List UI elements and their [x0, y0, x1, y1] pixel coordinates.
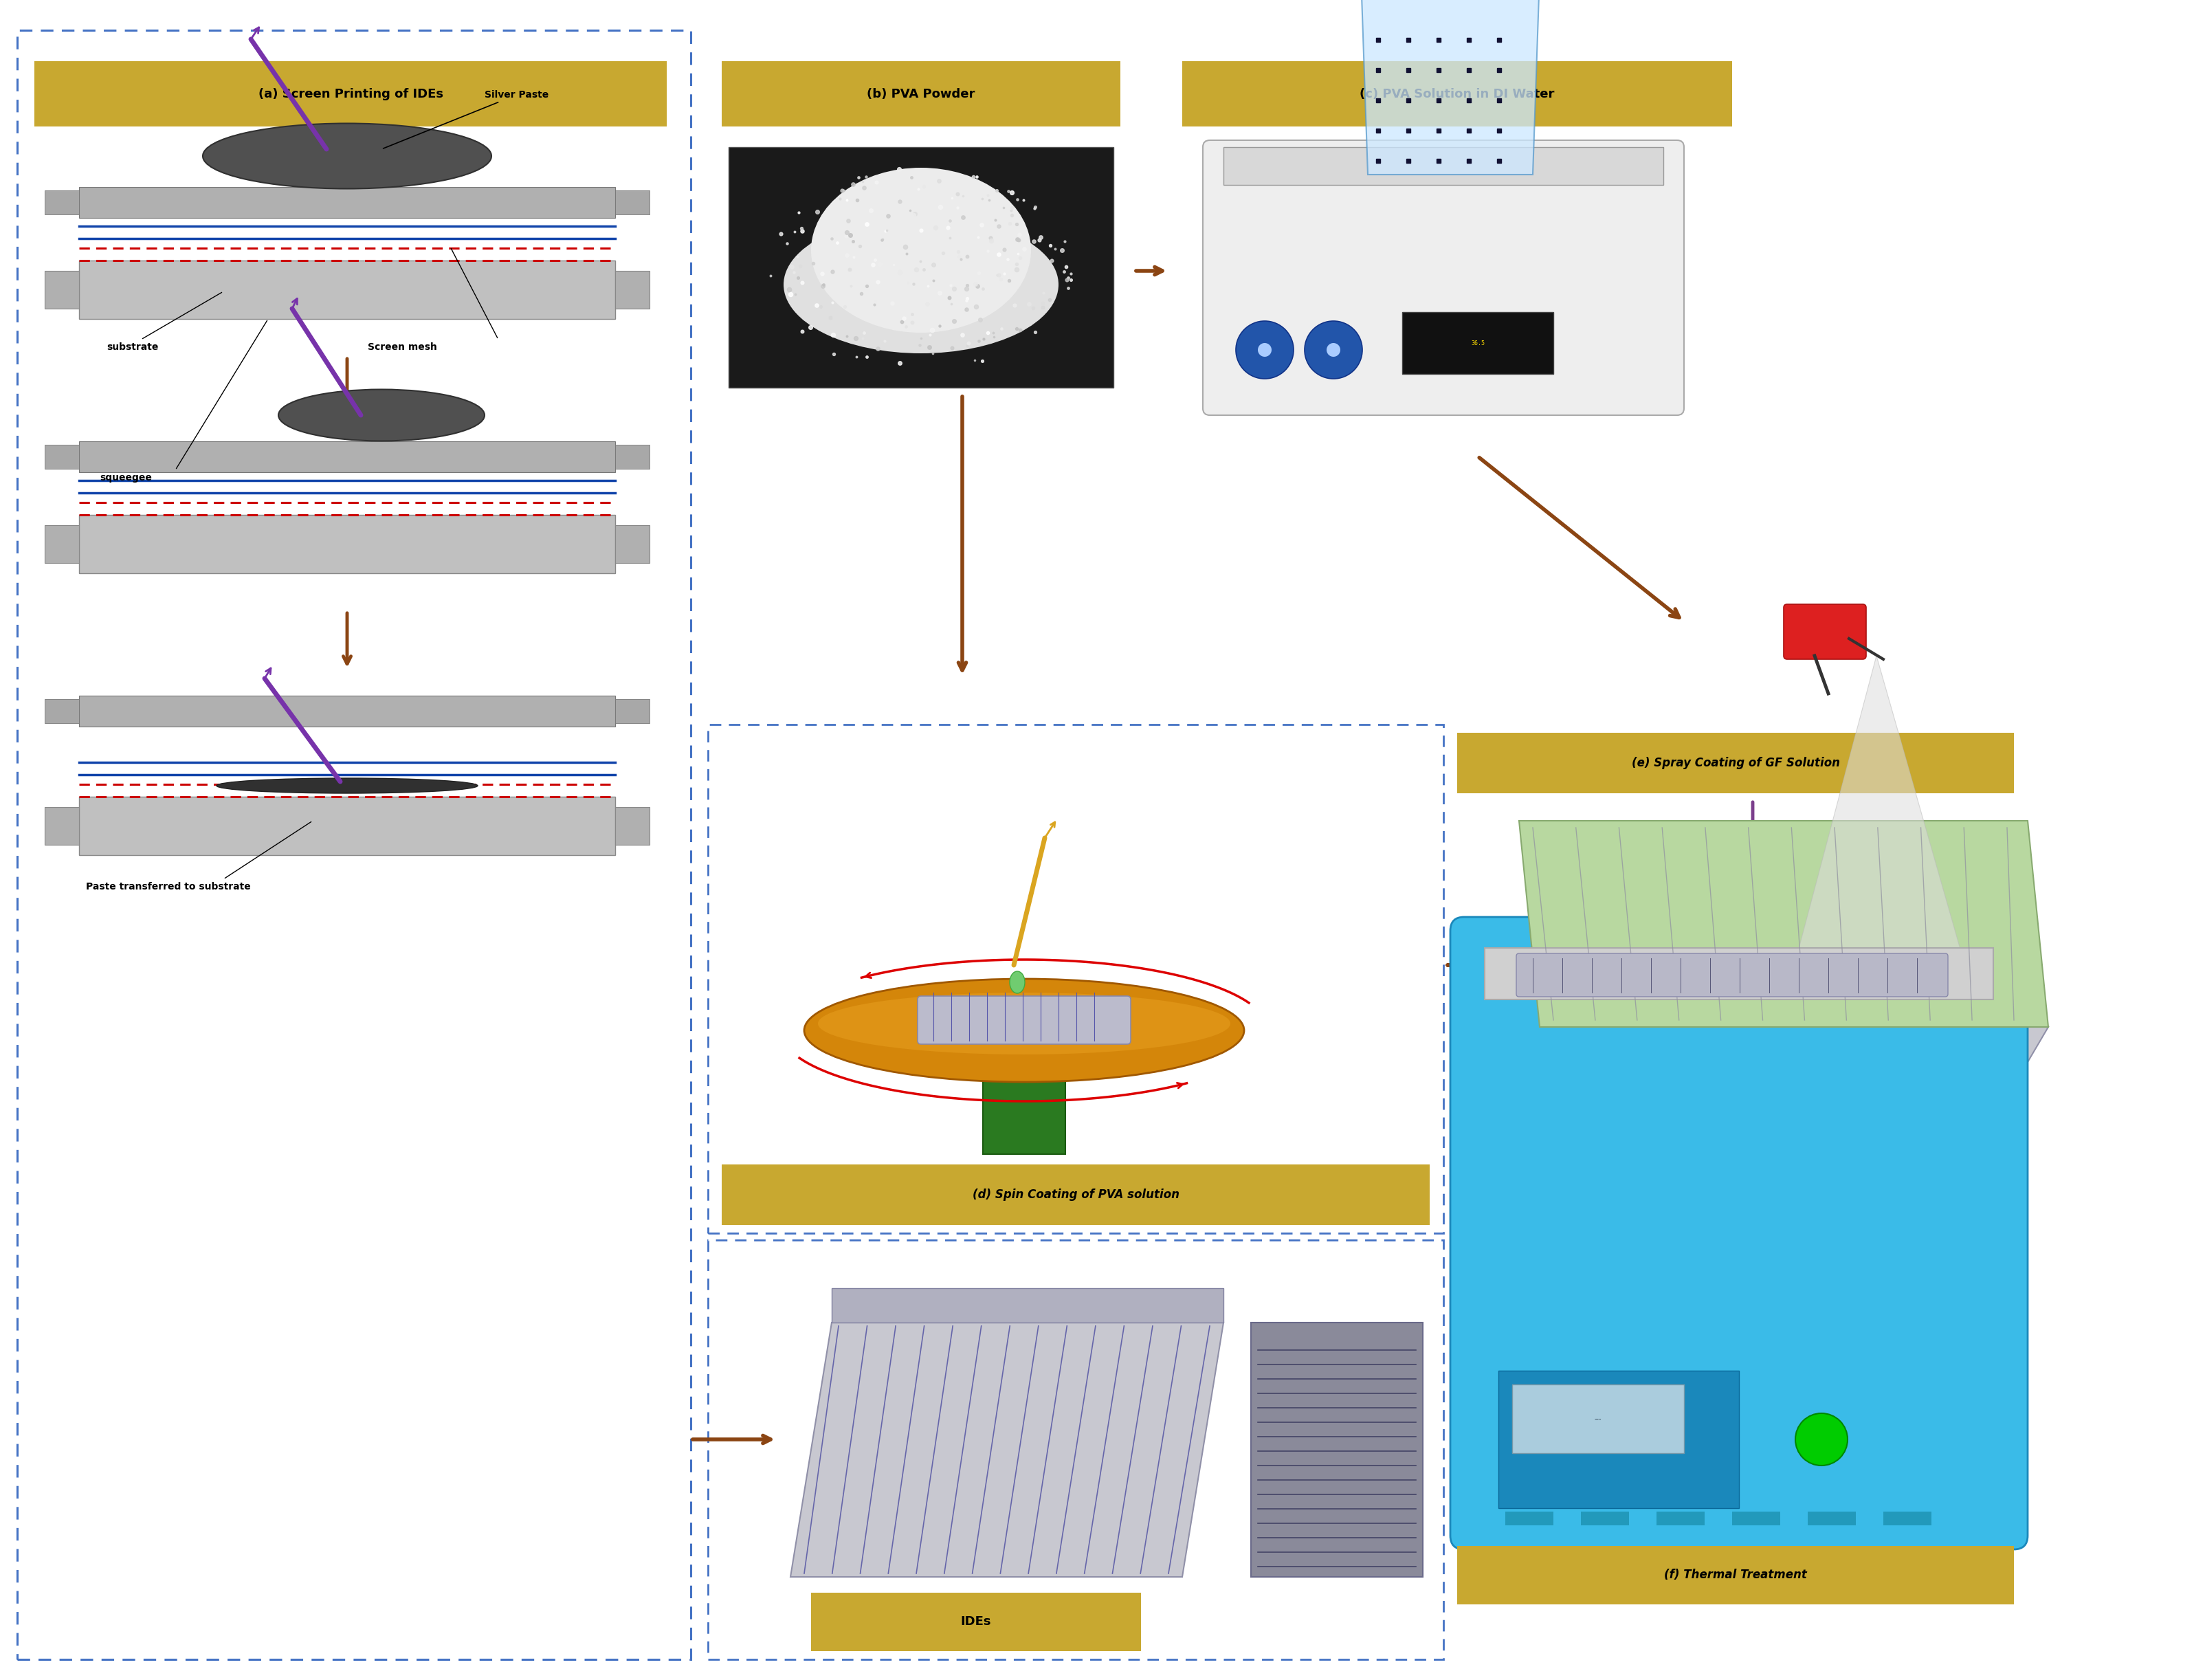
Bar [615, 526, 650, 563]
Text: (d) Spin Coating of PVA solution: (d) Spin Coating of PVA solution [972, 1188, 1180, 1201]
Bar [1581, 1512, 1629, 1525]
Bar [79, 186, 615, 218]
Bar [728, 148, 1114, 388]
Ellipse shape [783, 215, 1058, 353]
Bar [79, 442, 615, 472]
Circle shape [1305, 321, 1363, 378]
Bar [1484, 948, 1993, 1000]
Bar [1458, 732, 2013, 793]
FancyBboxPatch shape [1451, 917, 2029, 1549]
Circle shape [1235, 321, 1294, 378]
Bar [983, 1030, 1065, 1154]
Ellipse shape [805, 979, 1244, 1082]
Polygon shape [831, 1289, 1224, 1322]
Bar [44, 806, 79, 845]
FancyBboxPatch shape [1517, 954, 1947, 996]
Polygon shape [1360, 0, 1539, 175]
Bar [615, 445, 650, 469]
Bar [615, 190, 650, 215]
Text: Paste transferred to substrate: Paste transferred to substrate [86, 882, 251, 892]
Ellipse shape [216, 778, 478, 793]
Bar [44, 190, 79, 215]
Bar [1656, 1512, 1704, 1525]
Ellipse shape [203, 123, 492, 188]
Text: (e) Spray Coating of GF Solution: (e) Spray Coating of GF Solution [1632, 756, 1839, 769]
Bar [615, 806, 650, 845]
Bar [1182, 60, 1733, 126]
Bar [1513, 1384, 1685, 1453]
Text: (b) PVA Powder: (b) PVA Powder [867, 87, 975, 101]
Bar [44, 699, 79, 722]
Bar [79, 796, 615, 855]
Bar [708, 1240, 1444, 1660]
Text: IDEs: IDEs [961, 1616, 992, 1628]
Text: (a) Screen Printing of IDEs: (a) Screen Printing of IDEs [258, 87, 443, 101]
Ellipse shape [811, 168, 1032, 333]
FancyBboxPatch shape [917, 996, 1131, 1045]
Bar [1883, 1512, 1932, 1525]
Bar [1506, 1512, 1552, 1525]
Text: ---: --- [1594, 1415, 1601, 1423]
Polygon shape [1471, 1026, 2048, 1144]
Bar [721, 60, 1120, 126]
Ellipse shape [818, 993, 1230, 1055]
Bar [1808, 1512, 1857, 1525]
Bar [1733, 1512, 1779, 1525]
Polygon shape [1786, 655, 1973, 993]
Text: 36.5: 36.5 [1471, 339, 1484, 346]
Text: squeegee: squeegee [99, 474, 152, 482]
Circle shape [1327, 343, 1341, 356]
Bar [1499, 1371, 1740, 1509]
Bar [44, 445, 79, 469]
FancyBboxPatch shape [1204, 139, 1685, 415]
Text: (c) PVA Solution in DI Water: (c) PVA Solution in DI Water [1360, 87, 1555, 101]
Bar [18, 30, 690, 1660]
Bar [79, 514, 615, 573]
Text: Silver Paste: Silver Paste [384, 91, 549, 148]
Ellipse shape [1010, 971, 1025, 993]
Bar [44, 526, 79, 563]
Text: substrate: substrate [106, 343, 159, 351]
Bar [1402, 312, 1552, 375]
Bar [1458, 1546, 2013, 1604]
FancyBboxPatch shape [1784, 605, 1865, 659]
Bar [615, 699, 650, 722]
Circle shape [1257, 343, 1272, 356]
Bar [35, 60, 666, 126]
Ellipse shape [278, 390, 485, 440]
Bar [708, 724, 1444, 1233]
Bar [1250, 1322, 1422, 1578]
Polygon shape [789, 1322, 1224, 1578]
Bar [615, 270, 650, 309]
Bar [721, 1164, 1429, 1225]
Bar [1224, 148, 1663, 185]
Circle shape [1795, 1413, 1848, 1465]
Text: Screen mesh: Screen mesh [368, 343, 437, 351]
Polygon shape [1519, 822, 2048, 1026]
Bar [79, 696, 615, 726]
Polygon shape [1471, 979, 1539, 1144]
Bar [44, 270, 79, 309]
Bar [811, 1593, 1140, 1651]
Bar [79, 260, 615, 319]
Text: (f) Thermal Treatment: (f) Thermal Treatment [1665, 1569, 1806, 1581]
